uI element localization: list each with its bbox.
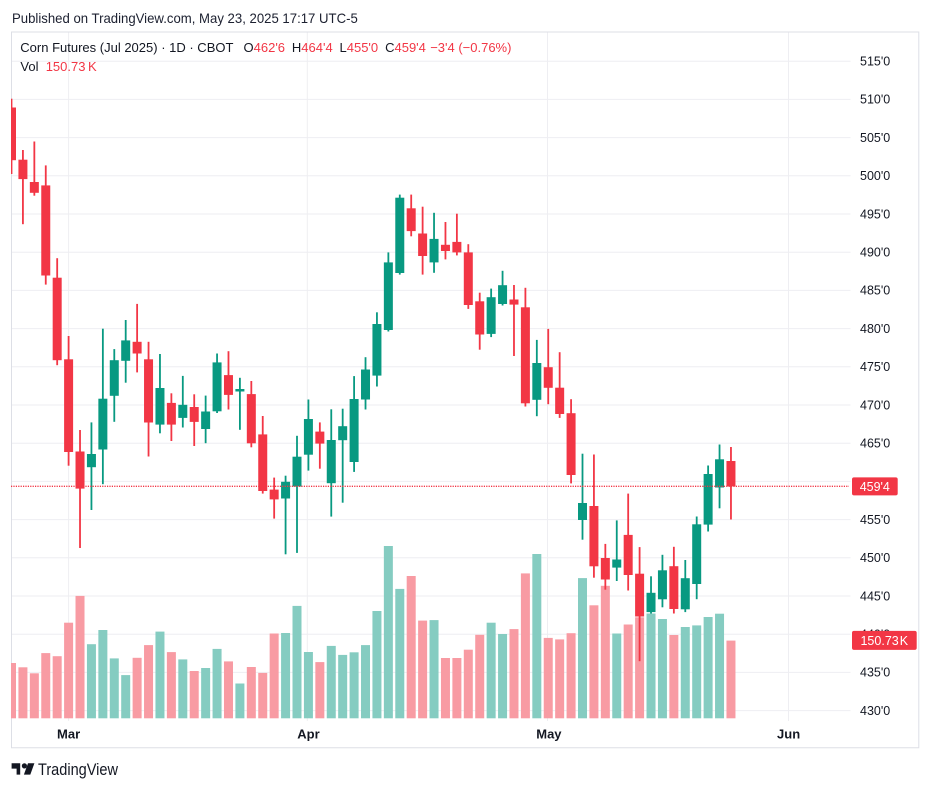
svg-text:May: May <box>536 727 562 742</box>
svg-text:445'0: 445'0 <box>860 589 890 603</box>
svg-text:485'0: 485'0 <box>860 284 890 298</box>
svg-text:Jun: Jun <box>777 727 800 742</box>
svg-text:500'0: 500'0 <box>860 169 890 183</box>
svg-text:435'0: 435'0 <box>860 666 890 680</box>
svg-text:150.73 K: 150.73 K <box>860 634 908 648</box>
svg-text:505'0: 505'0 <box>860 131 890 145</box>
svg-text:515'0: 515'0 <box>860 55 890 69</box>
svg-text:465'0: 465'0 <box>860 437 890 451</box>
svg-text:475'0: 475'0 <box>860 360 890 374</box>
svg-text:450'0: 450'0 <box>860 551 890 565</box>
svg-text:Apr: Apr <box>297 727 319 742</box>
svg-text:459'4: 459'4 <box>860 480 890 494</box>
svg-text:455'0: 455'0 <box>860 513 890 527</box>
svg-text:470'0: 470'0 <box>860 398 890 412</box>
svg-text:Mar: Mar <box>57 727 80 742</box>
svg-text:490'0: 490'0 <box>860 246 890 260</box>
svg-text:480'0: 480'0 <box>860 322 890 336</box>
svg-text:510'0: 510'0 <box>860 93 890 107</box>
svg-text:495'0: 495'0 <box>860 207 890 221</box>
svg-text:430'0: 430'0 <box>860 704 890 718</box>
